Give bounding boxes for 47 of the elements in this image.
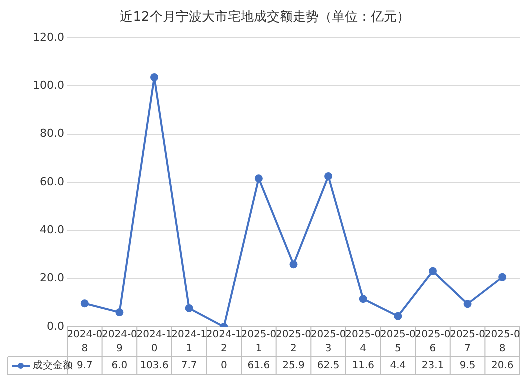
x-tick-label: 2024-09 [102, 330, 138, 355]
data-label: 6.0 [112, 360, 128, 372]
y-tick-label: 60.0 [40, 175, 64, 188]
data-label: 20.6 [491, 360, 514, 372]
x-tick-label: 2024-12 [206, 330, 242, 355]
x-tick-label: 2025-08 [484, 330, 520, 355]
data-label: 7.7 [181, 360, 198, 372]
chart-title: 近12个月宁波大市宅地成交额走势（单位：亿元） [119, 9, 411, 26]
point [254, 174, 263, 183]
y-tick-label: 100.0 [32, 79, 64, 92]
legend-label: 成交金额 [33, 360, 73, 372]
y-tick-label: 40.0 [40, 224, 64, 237]
x-tick-label: 2025-04 [346, 330, 382, 355]
x-tick-label: 2024-11 [172, 330, 208, 355]
x-tick-label: 2025-01 [241, 330, 277, 355]
data-label: 4.4 [390, 360, 406, 372]
point [290, 260, 298, 269]
data-label: 23.1 [422, 360, 444, 372]
x-tick-label: 2024-10 [136, 330, 172, 355]
point [464, 300, 472, 308]
point [150, 73, 159, 82]
data-label: 9.7 [76, 360, 93, 372]
data-label: 9.5 [460, 360, 476, 372]
point [116, 308, 124, 317]
y-tick-label: 120.0 [32, 30, 64, 44]
point [80, 300, 89, 308]
point [359, 295, 368, 304]
point [394, 312, 402, 320]
x-tick-label: 2025-05 [380, 330, 416, 355]
x-tick-label: 2024-08 [67, 330, 103, 355]
data-label: 103.6 [140, 360, 169, 372]
point [185, 304, 194, 312]
point [498, 273, 507, 282]
data-label: 62.5 [317, 360, 340, 372]
x-tick-label: 2025-02 [276, 330, 312, 355]
x-tick-label: 2025-07 [450, 330, 486, 355]
y-tick-label: 80.0 [40, 127, 64, 140]
data-label: 11.6 [352, 360, 374, 372]
y-tick-label: 20.0 [40, 272, 64, 285]
y-tick-label: 0.0 [46, 320, 64, 333]
point [428, 267, 437, 276]
x-tick-label: 2025-06 [415, 330, 451, 355]
x-tick-label: 2025-03 [310, 330, 346, 355]
data-label: 61.6 [248, 360, 270, 372]
data-label: 0 [220, 360, 228, 372]
data-label: 25.9 [282, 360, 305, 372]
point [324, 172, 333, 180]
